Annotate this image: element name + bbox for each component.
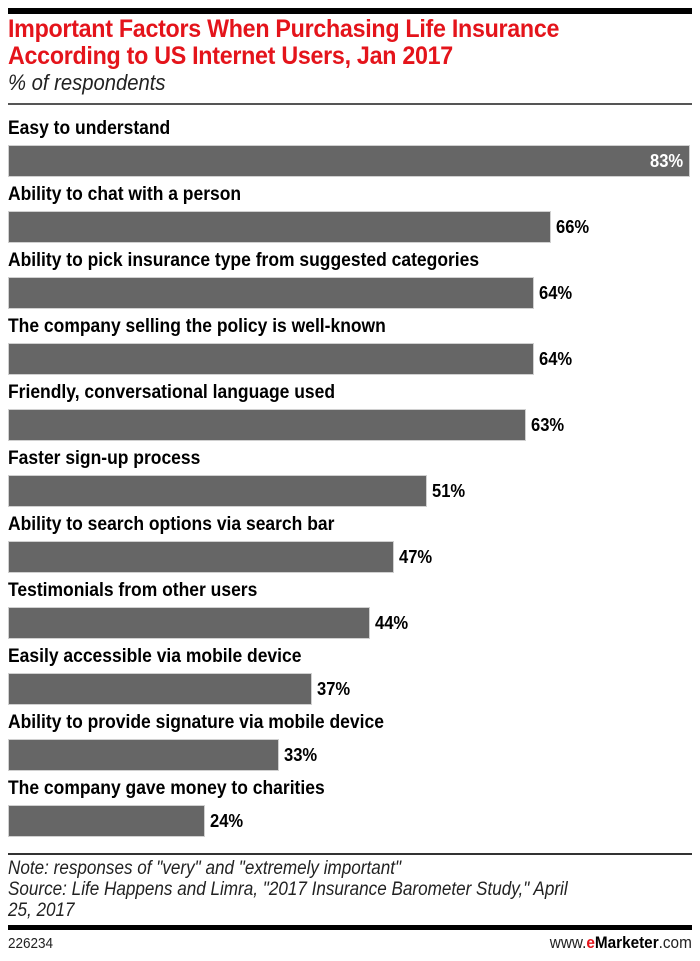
- bar: [8, 475, 427, 507]
- chart-title-line1: Important Factors When Purchasing Life I…: [8, 15, 560, 43]
- chart-title: Important Factors When Purchasing Life I…: [8, 16, 644, 70]
- bar-value-label: 47%: [399, 547, 433, 567]
- bar-value-label: 44%: [375, 613, 409, 633]
- bar-label: Easily accessible via mobile device: [8, 646, 302, 667]
- bar-row: Faster sign-up process 51%: [8, 447, 692, 513]
- bar-value-label: 51%: [432, 481, 466, 501]
- bar-value-label: 83%: [650, 151, 684, 171]
- bar-value-label: 64%: [539, 283, 573, 303]
- bar-label: Ability to pick insurance type from sugg…: [8, 250, 480, 271]
- bar-label: Easy to understand: [8, 118, 171, 139]
- bar: [8, 277, 534, 309]
- note-text: Note: responses of "very" and "extremely…: [8, 858, 402, 879]
- bar-row: Ability to pick insurance type from sugg…: [8, 249, 692, 315]
- brand-link[interactable]: www.eMarketer.com: [550, 933, 692, 953]
- bar: [8, 805, 205, 837]
- bar-label: Friendly, conversational language used: [8, 382, 336, 403]
- bar-row: The company selling the policy is well-k…: [8, 315, 692, 381]
- brand-logo-e: e: [586, 933, 596, 952]
- bar-row: Ability to chat with a person 66%: [8, 183, 692, 249]
- bar: [8, 739, 279, 771]
- bar: [8, 211, 551, 243]
- bar-value-label: 64%: [539, 349, 573, 369]
- bottom-rule: [8, 925, 692, 930]
- bar: [8, 607, 370, 639]
- bar: [8, 409, 526, 441]
- bar-label: Faster sign-up process: [8, 448, 201, 469]
- bar-label: The company gave money to charities: [8, 778, 325, 799]
- bar: [8, 673, 312, 705]
- bar-row: Friendly, conversational language used 63…: [8, 381, 692, 447]
- bar-row: Ability to search options via search bar…: [8, 513, 692, 579]
- bar-chart: Easy to understand 83% Ability to chat wit…: [8, 117, 692, 843]
- bar: [8, 343, 534, 375]
- footer-divider: [8, 853, 692, 855]
- brand-name: Marketer: [595, 933, 659, 952]
- bar-label: Ability to chat with a person: [8, 184, 242, 205]
- bar-row: Ability to provide signature via mobile …: [8, 711, 692, 777]
- bar-value-label: 66%: [556, 217, 590, 237]
- bar-row: Easy to understand 83%: [8, 117, 692, 183]
- bar-label: Testimonials from other users: [8, 580, 258, 601]
- bar-value-label: 63%: [531, 415, 565, 435]
- chart-id: 226234: [8, 935, 54, 952]
- subtitle-divider: [8, 103, 692, 105]
- source-text-line2: 25, 2017: [8, 900, 75, 921]
- chart-title-line2: According to US Internet Users, Jan 2017: [8, 42, 453, 70]
- bar: [8, 541, 394, 573]
- source-text-line1: Source: Life Happens and Limra, "2017 In…: [8, 879, 568, 900]
- bar-value-label: 24%: [210, 811, 244, 831]
- top-rule: [8, 8, 692, 14]
- bar: [8, 145, 690, 177]
- bar-row: Easily accessible via mobile device 37%: [8, 645, 692, 711]
- brand-prefix: www.: [549, 933, 587, 952]
- bar-value-label: 33%: [284, 745, 318, 765]
- chart-notes: Note: responses of "very" and "extremely…: [8, 858, 638, 921]
- bar-label: The company selling the policy is well-k…: [8, 316, 386, 337]
- bar-row: Testimonials from other users 44%: [8, 579, 692, 645]
- bar-label: Ability to search options via search bar: [8, 514, 335, 535]
- bar-value-label: 37%: [317, 679, 351, 699]
- bar-row: The company gave money to charities 24%: [8, 777, 692, 843]
- bar-label: Ability to provide signature via mobile …: [8, 712, 384, 733]
- chart-subtitle: % of respondents: [8, 70, 166, 95]
- brand-suffix: .com: [658, 933, 692, 952]
